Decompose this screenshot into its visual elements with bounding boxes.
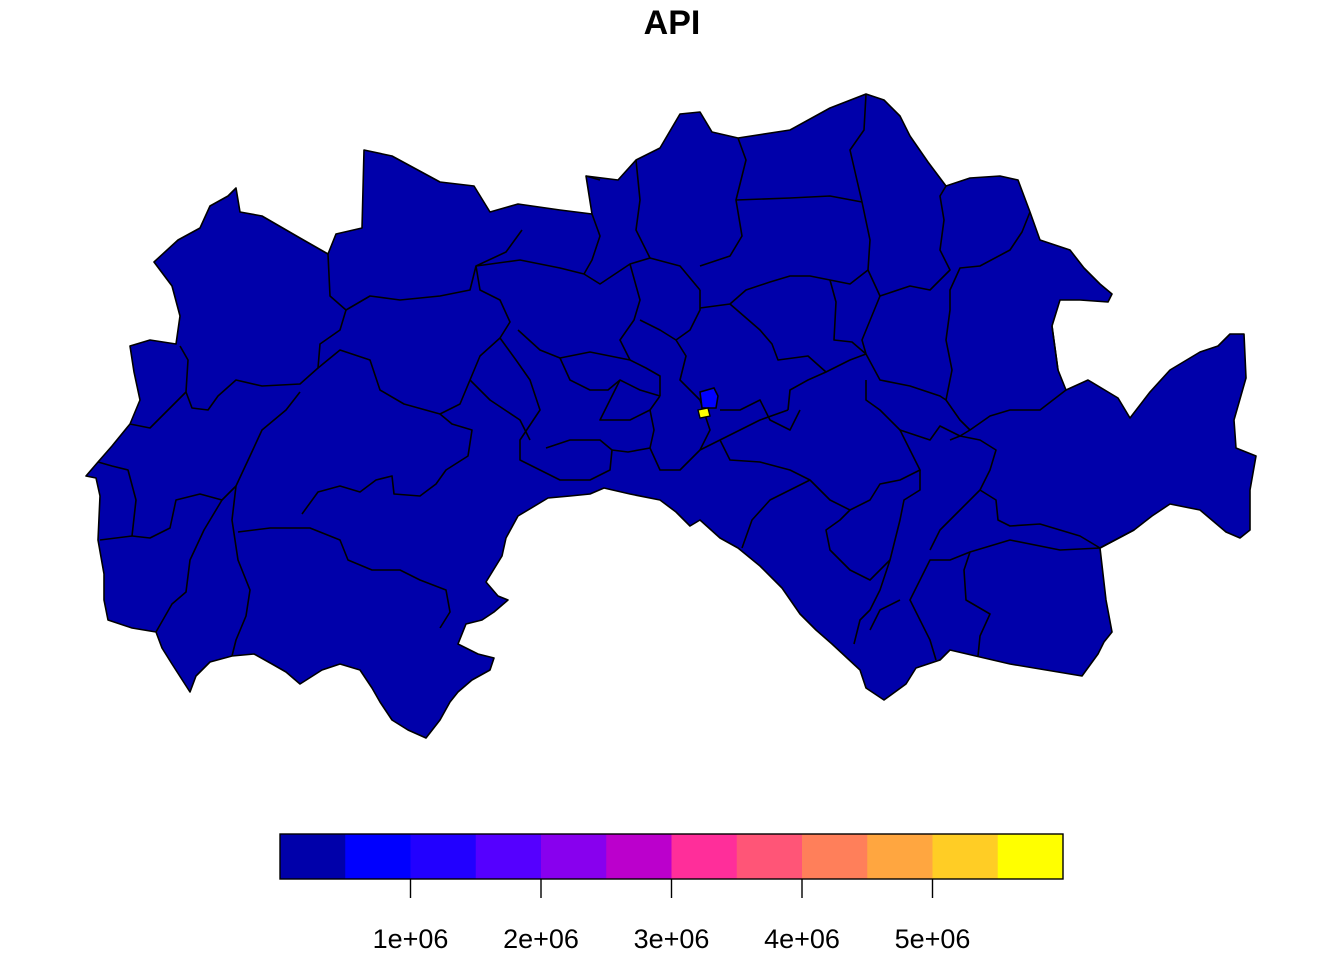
district-max-value: [697, 407, 711, 419]
border-line: [1051, 325, 1059, 371]
border-line: [825, 509, 891, 581]
legend-swatch: [280, 834, 346, 879]
border-line: [129, 345, 189, 429]
legend-ticks: 1e+06 2e+06 3e+06 4e+06 5e+06: [373, 879, 971, 954]
border-line: [635, 159, 651, 259]
border-line: [639, 290, 701, 341]
legend-swatch: [606, 834, 672, 879]
border-line: [345, 229, 523, 311]
region-borders: [97, 93, 1135, 661]
border-line: [585, 175, 601, 181]
legend-swatch: [345, 834, 411, 879]
border-line: [829, 279, 867, 355]
border-line: [583, 213, 601, 275]
legend-swatch: [736, 834, 803, 879]
map-title: API: [643, 4, 701, 42]
border-line: [720, 399, 801, 431]
legend-swatch: [802, 834, 868, 879]
legend-swatch: [997, 834, 1064, 879]
border-line: [787, 371, 827, 411]
highlighted-districts: [697, 387, 719, 419]
border-line: [559, 357, 661, 397]
border-line: [945, 211, 1031, 431]
regions: [85, 93, 1257, 739]
legend-tick-label: 5e+06: [895, 924, 971, 954]
legend-tick-label: 4e+06: [764, 924, 840, 954]
legend-tick-label: 1e+06: [373, 924, 449, 954]
legend-swatch: [867, 834, 933, 879]
border-line: [963, 539, 1101, 657]
legend-tick-label: 3e+06: [634, 924, 710, 954]
border-line: [979, 489, 1135, 549]
region-outline: [85, 93, 1257, 739]
border-line: [649, 409, 789, 471]
border-line: [97, 391, 301, 539]
border-line: [729, 303, 867, 373]
border-line: [317, 265, 511, 415]
border-line: [735, 195, 863, 203]
border-line: [909, 551, 971, 661]
border-line: [869, 599, 901, 631]
border-line: [899, 425, 997, 551]
border-line: [861, 295, 947, 401]
border-line: [699, 137, 747, 267]
border-line: [675, 339, 701, 401]
border-line: [155, 499, 223, 633]
legend-swatch: [541, 834, 607, 879]
border-line: [475, 257, 701, 291]
border-line: [517, 329, 661, 396]
border-line: [499, 337, 613, 481]
border-line: [301, 413, 473, 515]
legend-swatch: [671, 834, 738, 879]
color-legend: 1e+06 2e+06 3e+06 4e+06 5e+06: [279, 833, 1064, 954]
district-high-value: [699, 387, 719, 409]
border-line: [699, 93, 871, 309]
border-line: [599, 379, 661, 421]
border-line: [867, 185, 951, 297]
border-line: [237, 527, 451, 629]
border-line: [719, 380, 921, 511]
legend-swatches: [280, 834, 1064, 879]
legend-swatch: [410, 834, 477, 879]
legend-swatch: [932, 834, 999, 879]
border-line: [619, 263, 641, 361]
legend-tick-label: 2e+06: [503, 924, 579, 954]
border-line: [469, 379, 531, 441]
border-line: [99, 535, 133, 541]
border-line: [741, 479, 811, 549]
border-line: [231, 485, 251, 657]
legend-swatch: [475, 834, 542, 879]
